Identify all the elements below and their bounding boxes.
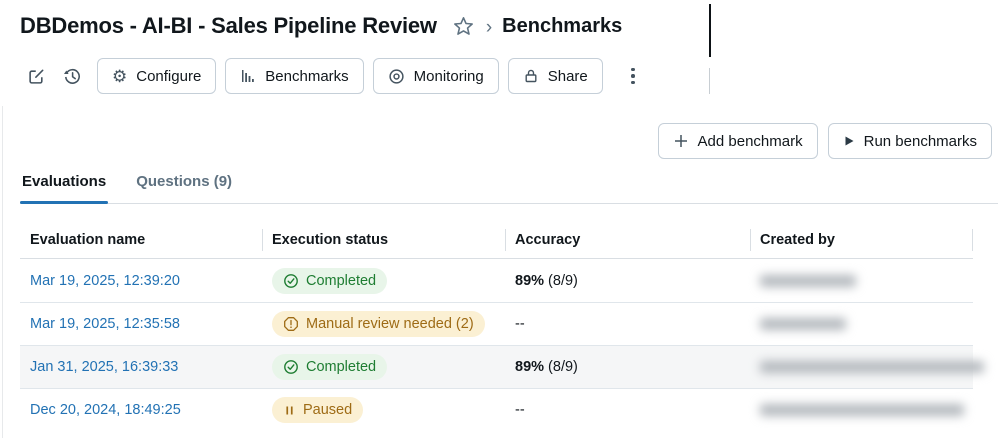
- tab-bar: Evaluations Questions (9): [20, 169, 998, 204]
- evaluation-link[interactable]: Dec 20, 2024, 18:49:25: [30, 402, 181, 418]
- monitoring-button[interactable]: Monitoring: [372, 58, 499, 94]
- monitoring-target-icon: [388, 68, 405, 85]
- evaluation-link[interactable]: Mar 19, 2025, 12:39:20: [30, 272, 180, 289]
- text-cursor-artifact: [709, 4, 711, 57]
- warning-octagon-icon: [284, 317, 298, 331]
- lock-icon: [523, 68, 539, 84]
- add-benchmark-button[interactable]: Add benchmark: [657, 123, 818, 159]
- history-icon[interactable]: [56, 60, 88, 92]
- run-benchmarks-label: Run benchmarks: [863, 132, 977, 150]
- edit-icon[interactable]: [20, 60, 52, 92]
- bar-chart-icon: [240, 68, 256, 84]
- add-benchmark-label: Add benchmark: [697, 132, 803, 150]
- status-badge: Paused: [272, 397, 364, 423]
- page-title: DBDemos - AI-BI - Sales Pipeline Review: [20, 13, 437, 38]
- pause-icon: [286, 406, 293, 414]
- column-header-evaluation-name[interactable]: Evaluation name: [30, 231, 146, 248]
- check-circle-icon: [284, 360, 298, 374]
- status-badge: Completed: [272, 354, 388, 380]
- redacted-created-by: [760, 361, 984, 373]
- breadcrumb-current: Benchmarks: [502, 14, 623, 37]
- accuracy-value: 89% (8/9): [515, 359, 578, 375]
- run-benchmarks-button[interactable]: Run benchmarks: [827, 123, 992, 159]
- redacted-created-by: [760, 274, 856, 287]
- evaluation-link[interactable]: Jan 31, 2025, 16:39:33: [30, 359, 179, 375]
- table-header-row: Evaluation name Execution status Accurac…: [20, 221, 973, 259]
- benchmark-actions: Add benchmark Run benchmarks: [20, 123, 992, 159]
- play-icon: [843, 135, 855, 147]
- column-header-execution-status[interactable]: Execution status: [262, 221, 505, 258]
- column-header-created-by[interactable]: Created by: [750, 221, 973, 258]
- favorite-star-icon[interactable]: [453, 16, 474, 37]
- configure-button[interactable]: ⚙ Configure: [97, 58, 217, 94]
- overflow-menu-icon[interactable]: [621, 60, 645, 92]
- accuracy-value: 89% (8/9): [515, 272, 578, 289]
- toolbar: ⚙ Configure Benchmarks Monitorin: [20, 58, 978, 94]
- tab-questions[interactable]: Questions (9): [136, 173, 233, 190]
- accuracy-value: --: [515, 316, 525, 332]
- evaluation-link[interactable]: Mar 19, 2025, 12:35:58: [30, 316, 180, 332]
- plus-icon: [673, 133, 689, 149]
- share-button[interactable]: Share: [507, 58, 603, 94]
- table-row: Dec 20, 2024, 18:49:25 Paused --: [20, 388, 973, 431]
- benchmarks-button-label: Benchmarks: [265, 67, 349, 85]
- share-button-label: Share: [547, 67, 588, 85]
- page-header: DBDemos - AI-BI - Sales Pipeline Review …: [0, 0, 998, 39]
- cropped-element-artifact: [709, 68, 710, 94]
- gear-icon: ⚙: [112, 66, 128, 86]
- table-row: Mar 19, 2025, 12:35:58 Manual review nee…: [20, 302, 973, 345]
- evaluations-table: Evaluation name Execution status Accurac…: [20, 221, 984, 431]
- redacted-created-by: [760, 404, 964, 416]
- status-badge: Manual review needed (2): [272, 311, 485, 337]
- column-header-accuracy[interactable]: Accuracy: [505, 221, 750, 258]
- table-row: Mar 19, 2025, 12:39:20 Completed 89% (8/…: [20, 259, 973, 302]
- panel-left-border: [2, 106, 3, 438]
- benchmarks-button[interactable]: Benchmarks: [225, 58, 364, 94]
- redacted-created-by: [760, 318, 846, 330]
- configure-button-label: Configure: [136, 67, 202, 85]
- table-row: Jan 31, 2025, 16:39:33 Completed 89% (8/…: [20, 345, 984, 388]
- tab-evaluations[interactable]: Evaluations: [20, 169, 109, 204]
- check-circle-icon: [284, 273, 298, 288]
- accuracy-value: --: [515, 402, 525, 418]
- breadcrumb-chevron-icon: ›: [485, 16, 493, 38]
- status-badge: Completed: [272, 267, 388, 294]
- monitoring-button-label: Monitoring: [413, 67, 484, 85]
